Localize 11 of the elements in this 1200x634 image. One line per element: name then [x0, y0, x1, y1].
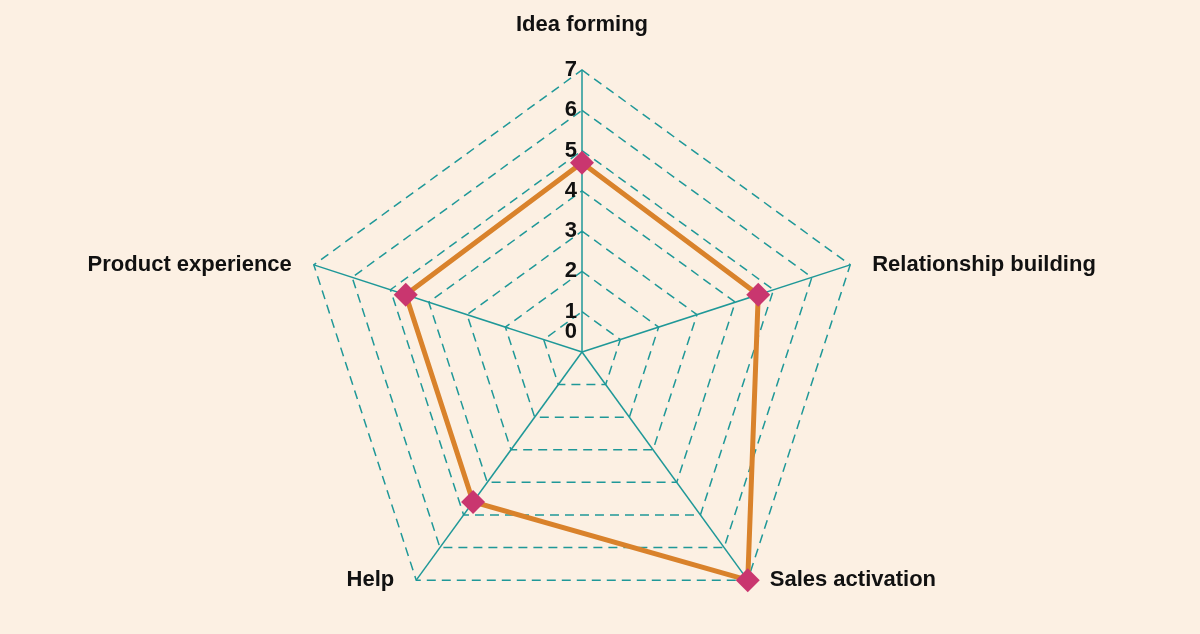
spoke-label: Relationship building [872, 250, 1096, 276]
spoke-label: Product experience [87, 250, 292, 276]
y-tick-label: 4 [564, 176, 578, 202]
y-tick-label: 5 [564, 136, 577, 162]
y-tick-label: 2 [564, 257, 577, 283]
spoke-label: Help [346, 566, 395, 592]
y-tick-label: 3 [564, 217, 577, 243]
y-tick-label: 6 [564, 96, 577, 122]
spoke-label: Sales activation [769, 566, 937, 592]
spoke-label: Idea forming [515, 11, 649, 37]
y-tick-label: 7 [564, 56, 577, 82]
